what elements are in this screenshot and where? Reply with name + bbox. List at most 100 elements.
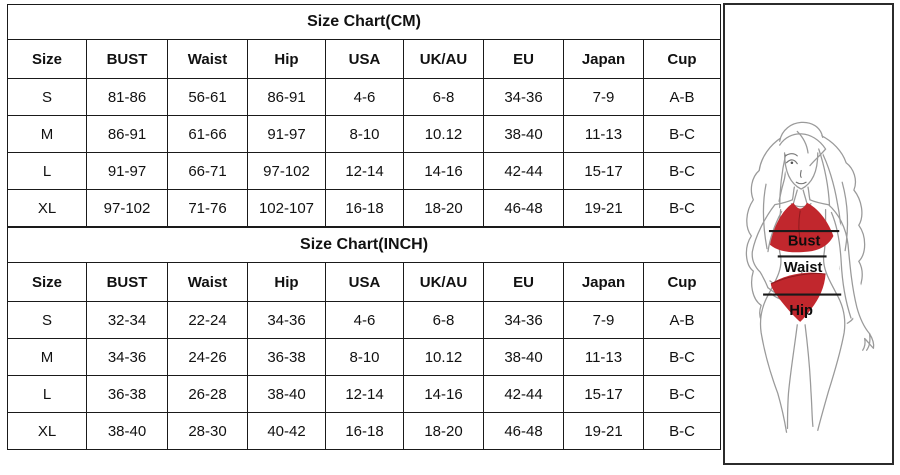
- table-row: XL 38-40 28-30 40-42 16-18 18-20 46-48 19-21 B-C: [7, 412, 722, 450]
- nose-line: [799, 169, 802, 178]
- value-cell: 12-14: [325, 375, 404, 413]
- value-cell: 16-18: [325, 189, 404, 227]
- value-cell: 14-16: [403, 375, 484, 413]
- hair-strand-1: [762, 183, 768, 250]
- column-header: Cup: [642, 39, 722, 79]
- value-cell: 19-21: [563, 189, 644, 227]
- value-cell: 32-34: [86, 301, 168, 339]
- right-arm-inner-line: [830, 211, 852, 319]
- column-header: Size: [7, 39, 87, 79]
- column-header: Japan: [563, 262, 644, 302]
- measurement-figure-panel: Bust Waist Hip: [723, 3, 894, 465]
- value-cell: 102-107: [247, 189, 326, 227]
- column-header: BUST: [86, 262, 168, 302]
- value-cell: 7-9: [563, 301, 644, 339]
- value-cell: 10.12: [403, 338, 484, 376]
- value-cell: 4-6: [325, 78, 404, 116]
- table-row: L 91-97 66-71 97-102 12-14 14-16 42-44 15-17 B-C: [7, 152, 722, 190]
- size-label-cell: S: [7, 301, 87, 339]
- neck-right-line: [807, 186, 811, 201]
- hair-bang-2: [796, 130, 809, 154]
- hip-label: Hip: [789, 303, 813, 319]
- value-cell: 97-102: [247, 152, 326, 190]
- size-label-cell: M: [7, 115, 87, 153]
- right-leg-outline: [817, 292, 846, 431]
- table-title: Size Chart(CM): [6, 4, 722, 40]
- value-cell: 8-10: [325, 115, 404, 153]
- value-cell: 24-26: [167, 338, 248, 376]
- value-cell: 14-16: [403, 152, 484, 190]
- size-label-cell: S: [7, 78, 87, 116]
- right-arm-fill: [824, 201, 874, 347]
- value-cell: 6-8: [403, 301, 484, 339]
- crown-outline: [779, 121, 824, 142]
- column-header: BUST: [86, 39, 168, 79]
- value-cell: 42-44: [483, 375, 564, 413]
- column-header: Japan: [563, 39, 644, 79]
- value-cell: 40-42: [247, 412, 326, 450]
- column-header: USA: [325, 39, 404, 79]
- column-header: EU: [483, 262, 564, 302]
- hair-strand-2: [841, 181, 849, 252]
- value-cell: 6-8: [403, 78, 484, 116]
- left-eyebrow: [784, 153, 798, 157]
- value-cell: 4-6: [325, 301, 404, 339]
- mouth-line: [795, 181, 807, 185]
- value-cell: 34-36: [247, 301, 326, 339]
- size-table-cm: Size Chart(CM) Size BUST Waist Hip USA UK/AU EU…: [6, 4, 722, 227]
- value-cell: 26-28: [167, 375, 248, 413]
- value-cell: 38-40: [86, 412, 168, 450]
- right-arm-outline: [809, 199, 871, 335]
- left-eye: [785, 159, 798, 165]
- left-arm-outline: [751, 199, 794, 289]
- value-cell: B-C: [642, 375, 722, 413]
- bikini-waistband-line: [770, 273, 826, 285]
- column-header: Size: [7, 262, 87, 302]
- value-cell: 11-13: [563, 115, 644, 153]
- hair-strand-4: [818, 148, 831, 207]
- value-cell: 34-36: [483, 301, 564, 339]
- value-cell: 38-40: [247, 375, 326, 413]
- value-cell: 12-14: [325, 152, 404, 190]
- column-header: Cup: [642, 262, 722, 302]
- size-label-cell: XL: [7, 189, 87, 227]
- value-cell: 11-13: [563, 338, 644, 376]
- value-cell: B-C: [642, 338, 722, 376]
- value-cell: 61-66: [167, 115, 248, 153]
- face-fill: [784, 140, 818, 190]
- value-cell: 86-91: [247, 78, 326, 116]
- bust-label: Bust: [788, 234, 821, 250]
- column-header: EU: [483, 39, 564, 79]
- value-cell: B-C: [642, 115, 722, 153]
- column-header: Hip: [247, 262, 326, 302]
- column-header: UK/AU: [403, 39, 484, 79]
- value-cell: 34-36: [483, 78, 564, 116]
- column-header: Waist: [167, 262, 248, 302]
- value-cell: 86-91: [86, 115, 168, 153]
- table-row: S 32-34 22-24 34-36 4-6 6-8 34-36 7-9 A-B: [7, 301, 722, 339]
- value-cell: 81-86: [86, 78, 168, 116]
- bikini-cleavage-line: [798, 210, 802, 245]
- value-cell: 91-97: [86, 152, 168, 190]
- value-cell: 15-17: [563, 375, 644, 413]
- value-cell: 18-20: [403, 189, 484, 227]
- bikini-bottom: [770, 272, 826, 322]
- value-cell: 56-61: [167, 78, 248, 116]
- value-cell: 38-40: [483, 115, 564, 153]
- value-cell: 91-97: [247, 115, 326, 153]
- value-cell: 7-9: [563, 78, 644, 116]
- left-leg-inner-line: [786, 324, 798, 429]
- value-cell: 28-30: [167, 412, 248, 450]
- size-label-cell: M: [7, 338, 87, 376]
- value-cell: 34-36: [86, 338, 168, 376]
- size-label-cell: L: [7, 152, 87, 190]
- value-cell: B-C: [642, 152, 722, 190]
- neck-left-line: [791, 186, 795, 201]
- right-leg-inner-line: [804, 324, 814, 428]
- table-row: M 34-36 24-26 36-38 8-10 10.12 38-40 11-13 B-C: [7, 338, 722, 376]
- bikini-top: [769, 202, 834, 253]
- bikini-measurement-illustration: Bust Waist Hip: [745, 120, 875, 437]
- left-pupil: [790, 161, 794, 164]
- column-header: USA: [325, 262, 404, 302]
